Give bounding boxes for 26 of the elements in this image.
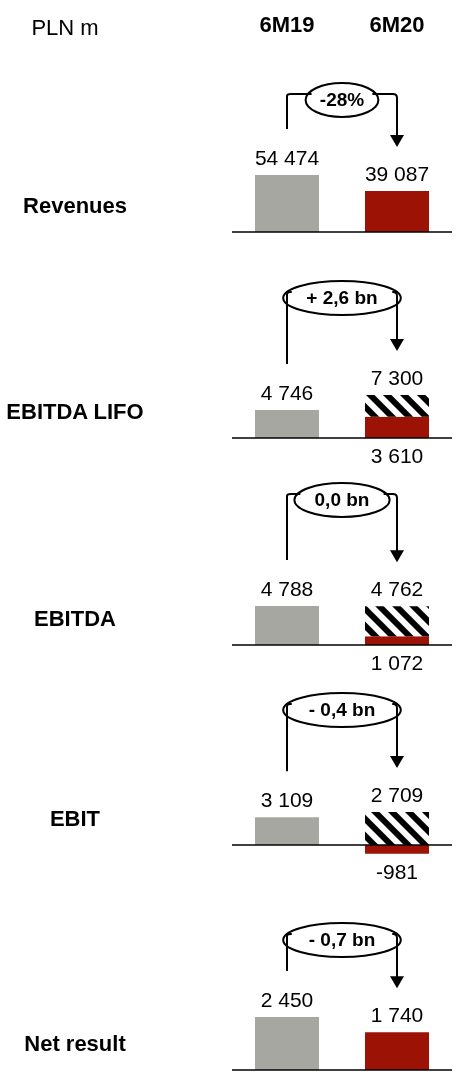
data-label: 2 450: [260, 988, 314, 1011]
data-label: 54 474: [254, 146, 320, 169]
text: - 0,7 bn: [308, 929, 376, 950]
total-label: 4 762: [370, 577, 424, 601]
data-label: -981: [375, 859, 419, 883]
chart-title: EBIT: [49, 806, 101, 831]
chart-title: EBITDA: [34, 606, 117, 631]
total-label: 2 709: [370, 783, 424, 806]
text: Net result: [24, 1031, 127, 1056]
data-label: 1 072: [370, 651, 424, 674]
text: 0,0 bn: [314, 489, 370, 510]
data-label: 39 087: [364, 162, 430, 186]
data-label: 1 740: [370, 1003, 424, 1027]
data-label: 3 610: [370, 444, 424, 467]
text: Revenues: [23, 193, 127, 218]
total-label: 7 300: [370, 366, 424, 389]
data-label: 3 109: [260, 788, 314, 812]
data-label: 4 746: [260, 381, 314, 405]
text: - 0,4 bn: [308, 699, 376, 720]
chart-title: EBITDA LIFO: [6, 399, 144, 424]
text: -28%: [319, 89, 365, 110]
x-tick-label: 6M19: [259, 11, 315, 37]
text: + 2,6 bn: [306, 287, 378, 308]
x-tick-label: 6M20: [369, 11, 425, 37]
data-label: 4 788: [260, 577, 314, 600]
y-axis-title: PLN m: [31, 15, 99, 40]
